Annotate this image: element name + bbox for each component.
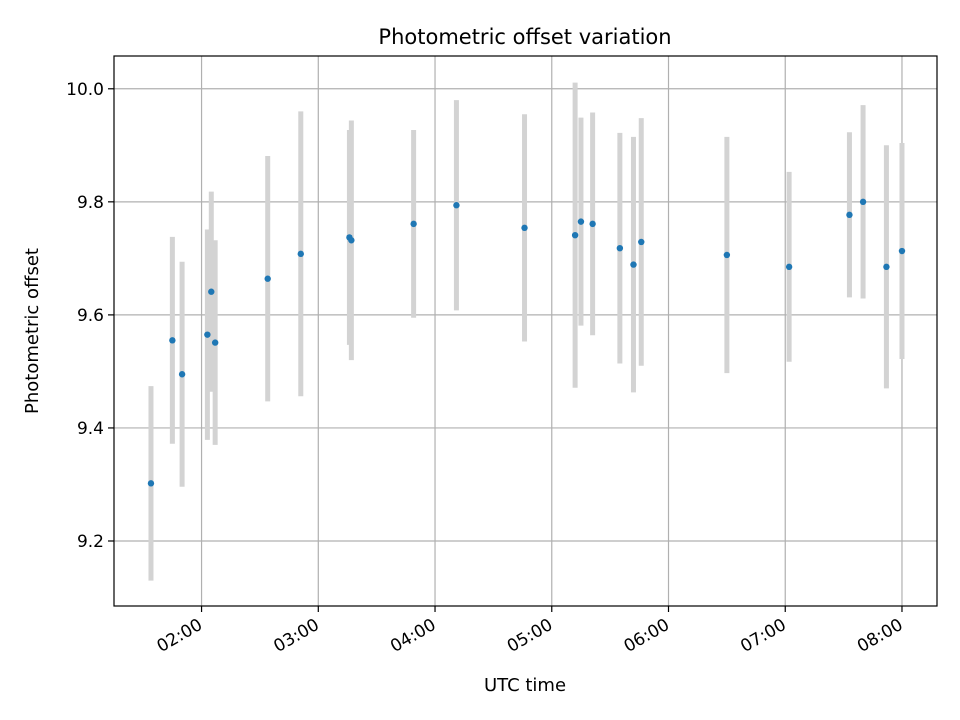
data-point	[297, 250, 304, 258]
data-point	[521, 224, 528, 232]
data-point	[178, 371, 186, 378]
x-axis-label: UTC time	[484, 675, 566, 696]
y-axis: 9.2 9.4 9.6 9.8 10.0	[66, 80, 114, 552]
data-point	[883, 263, 890, 271]
y-tick-label: 9.6	[77, 306, 104, 326]
y-tick-label: 10.0	[66, 80, 104, 100]
data-point	[723, 251, 731, 259]
data-point	[204, 331, 211, 338]
data-point	[410, 220, 417, 228]
data-point	[453, 202, 460, 209]
data-point	[577, 218, 585, 225]
data-point	[630, 261, 637, 268]
data-point	[571, 231, 579, 239]
data-point	[147, 480, 155, 487]
data-point	[846, 211, 853, 219]
data-point	[785, 263, 793, 271]
data-point	[589, 220, 596, 228]
data-point	[208, 288, 215, 295]
grid	[114, 56, 937, 606]
data-point	[211, 339, 219, 346]
data-point	[169, 337, 176, 344]
data-point	[638, 238, 645, 246]
data-point	[616, 244, 624, 252]
data-point	[898, 247, 906, 255]
y-tick-label: 9.8	[77, 193, 104, 213]
data-point	[264, 275, 271, 282]
y-tick-label: 9.4	[77, 419, 104, 439]
plot-frame	[113, 55, 938, 607]
data-point	[859, 198, 867, 206]
data-point	[348, 237, 355, 244]
y-axis-label: Photometric offset	[22, 248, 43, 414]
y-tick-label: 9.2	[77, 532, 104, 552]
chart-title: Photometric offset variation	[378, 25, 671, 49]
data-points	[147, 198, 906, 487]
